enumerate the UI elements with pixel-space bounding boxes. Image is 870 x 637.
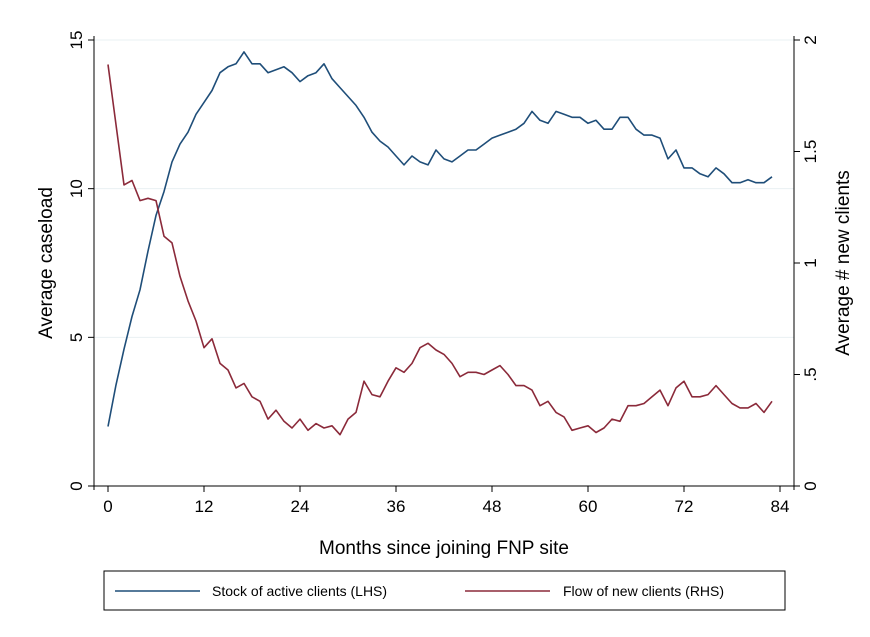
x-tick-label: 60 bbox=[579, 497, 598, 516]
right-y-tick-label: 2 bbox=[801, 35, 820, 44]
legend-label-flow: Flow of new clients (RHS) bbox=[563, 583, 724, 599]
x-tick-label: 24 bbox=[291, 497, 310, 516]
right-y-tick-label: .5 bbox=[801, 367, 820, 381]
left-y-tick-label: 15 bbox=[67, 31, 86, 50]
x-tick-label: 48 bbox=[483, 497, 502, 516]
series-lines bbox=[107, 51, 773, 436]
left-y-tick-label: 5 bbox=[67, 333, 86, 342]
x-tick-label: 0 bbox=[103, 497, 112, 516]
tick-marks-and-labels: 0 5 10 15 0 .5 1 1.5 2 0 12 24 36 48 60 72 84 bbox=[67, 31, 820, 516]
gridlines bbox=[94, 39, 794, 487]
legend-label-stock: Stock of active clients (LHS) bbox=[212, 583, 387, 599]
x-tick-label: 72 bbox=[675, 497, 694, 516]
right-y-tick-label: 1.5 bbox=[801, 140, 820, 164]
x-tick-label: 84 bbox=[771, 497, 790, 516]
x-axis-title: Months since joining FNP site bbox=[319, 538, 569, 559]
right-y-tick-label: 0 bbox=[801, 481, 820, 490]
legend-frame bbox=[103, 570, 786, 611]
series-line-flow bbox=[107, 64, 773, 436]
legend: Stock of active clients (LHS) Flow of ne… bbox=[103, 570, 786, 611]
right-y-tick-label: 1 bbox=[801, 258, 820, 267]
axes bbox=[93, 36, 795, 490]
left-y-tick-label: 0 bbox=[67, 481, 86, 490]
x-tick-label: 12 bbox=[195, 497, 214, 516]
right-y-axis-title: Average # new clients bbox=[833, 170, 854, 356]
left-y-axis-title: Average caseload bbox=[36, 187, 57, 339]
x-tick-label: 36 bbox=[387, 497, 406, 516]
left-y-tick-label: 10 bbox=[67, 179, 86, 198]
series-line-stock bbox=[107, 51, 773, 427]
